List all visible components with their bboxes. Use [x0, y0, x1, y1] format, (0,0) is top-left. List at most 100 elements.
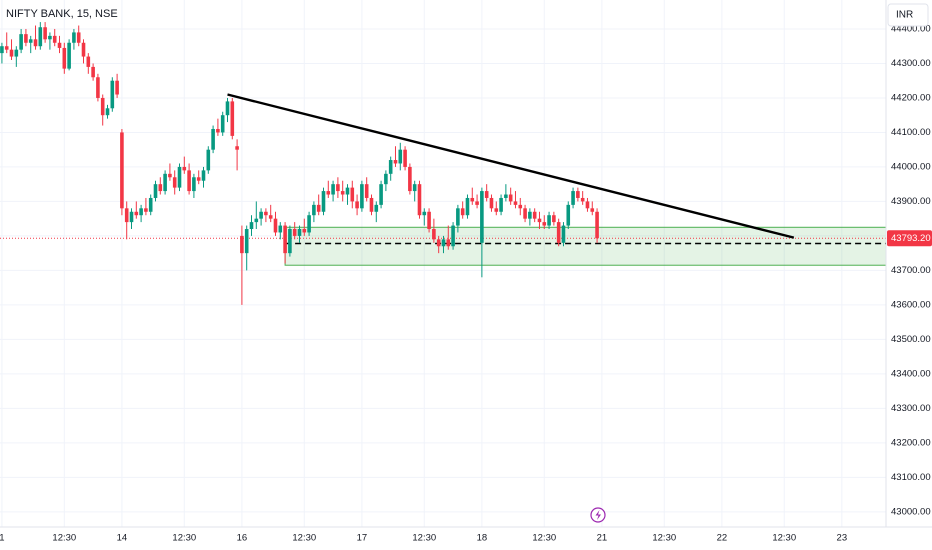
candle-body	[72, 32, 76, 43]
candle-body	[249, 222, 254, 230]
candle-body	[451, 225, 455, 247]
x-tick-label: 1	[0, 533, 5, 544]
candle-body	[177, 166, 182, 188]
candle-body	[62, 47, 67, 69]
x-tick-label: 17	[357, 533, 368, 544]
candle-body	[278, 225, 283, 233]
candle-body	[547, 215, 551, 226]
candle-body	[398, 149, 403, 164]
candle-body	[417, 184, 422, 216]
candle-body	[403, 149, 407, 167]
candle-body	[302, 229, 307, 233]
currency-label[interactable]: INR	[896, 10, 913, 21]
candle-body	[350, 187, 355, 202]
candle-body	[513, 201, 518, 205]
candle-body	[542, 222, 547, 226]
candle-body	[441, 239, 446, 247]
candle-body	[374, 204, 379, 212]
candle-body	[158, 184, 163, 192]
candle-body	[369, 197, 374, 212]
candle-body	[499, 197, 503, 212]
candle-body	[537, 218, 542, 223]
last-price-box	[887, 230, 932, 247]
y-tick-label: 44400.00	[891, 23, 931, 34]
candle-body	[489, 197, 494, 209]
x-tick-label: 12:30	[52, 533, 76, 544]
candle-body	[532, 211, 537, 219]
x-tick-label: 22	[717, 533, 728, 544]
candle-body	[52, 35, 57, 43]
candle-body	[144, 208, 148, 212]
candle-body	[427, 211, 431, 230]
x-tick-label: 21	[597, 533, 608, 544]
candle-body	[412, 184, 417, 192]
candle-body	[273, 218, 278, 233]
candle-body	[254, 218, 259, 223]
candle-body	[163, 173, 167, 192]
candle-body	[288, 229, 292, 254]
candle-body	[129, 211, 134, 223]
candle-body	[134, 211, 139, 216]
candle-body	[465, 197, 470, 216]
candle-body	[590, 208, 595, 212]
axes: 43000.00 43100.00 43200.00 43300.00 43400.00…	[0, 23, 932, 544]
y-tick-label: 44200.00	[891, 92, 931, 103]
alert-icon[interactable]	[590, 507, 606, 523]
x-tick-label: 23	[837, 533, 848, 544]
candle-body	[4, 46, 9, 50]
chart-title: NIFTY BANK, 15, NSE	[6, 8, 118, 20]
candle-body	[43, 27, 47, 40]
currency-button[interactable]	[887, 3, 929, 27]
support-zone	[284, 226, 887, 266]
candle-body	[268, 215, 273, 219]
candle-body	[91, 66, 95, 78]
candle-body	[475, 201, 479, 205]
candle-body	[408, 166, 412, 192]
y-tick-label: 44300.00	[891, 58, 931, 69]
candle-body	[494, 208, 499, 212]
candle-body	[355, 201, 359, 209]
candle-body	[201, 170, 206, 181]
candle-body	[206, 149, 211, 171]
candle-body	[100, 97, 105, 116]
candle-body	[244, 229, 249, 254]
candle-body	[336, 184, 340, 192]
candle-body	[216, 128, 220, 133]
candle-body	[259, 211, 263, 219]
candle-body	[235, 146, 239, 150]
grid	[0, 0, 886, 527]
candle-body	[446, 239, 451, 247]
candle-body	[360, 184, 364, 209]
x-tick-label: 12:30	[652, 533, 676, 544]
candle-body	[33, 39, 38, 47]
candle-body	[504, 194, 508, 198]
x-tick-label: 12:30	[172, 533, 196, 544]
candle-body	[460, 208, 465, 216]
candle-body	[139, 208, 143, 216]
y-tick-label: 43300.00	[891, 403, 931, 414]
candle-body	[379, 184, 383, 205]
x-tick-label: 12:30	[412, 533, 436, 544]
candle-body	[187, 170, 191, 192]
candle-body	[480, 191, 484, 243]
candle-body	[566, 204, 571, 226]
candle-body	[556, 222, 561, 243]
candle-body	[19, 34, 23, 50]
candle-body	[470, 197, 475, 202]
candle-body	[331, 184, 335, 195]
candle-body	[523, 208, 527, 219]
candle-body	[38, 27, 43, 47]
x-tick-label: 12:30	[532, 533, 556, 544]
candle-body	[388, 160, 393, 174]
candle-body	[528, 211, 532, 219]
candle-body	[518, 204, 523, 209]
candle-body	[297, 229, 302, 236]
candle-body	[220, 115, 225, 133]
y-tick-label: 44100.00	[891, 127, 931, 138]
candle-body	[340, 191, 345, 195]
candle-body	[345, 187, 350, 195]
candle-body	[585, 201, 590, 209]
candle-body	[240, 235, 244, 254]
candle-body	[292, 229, 297, 236]
